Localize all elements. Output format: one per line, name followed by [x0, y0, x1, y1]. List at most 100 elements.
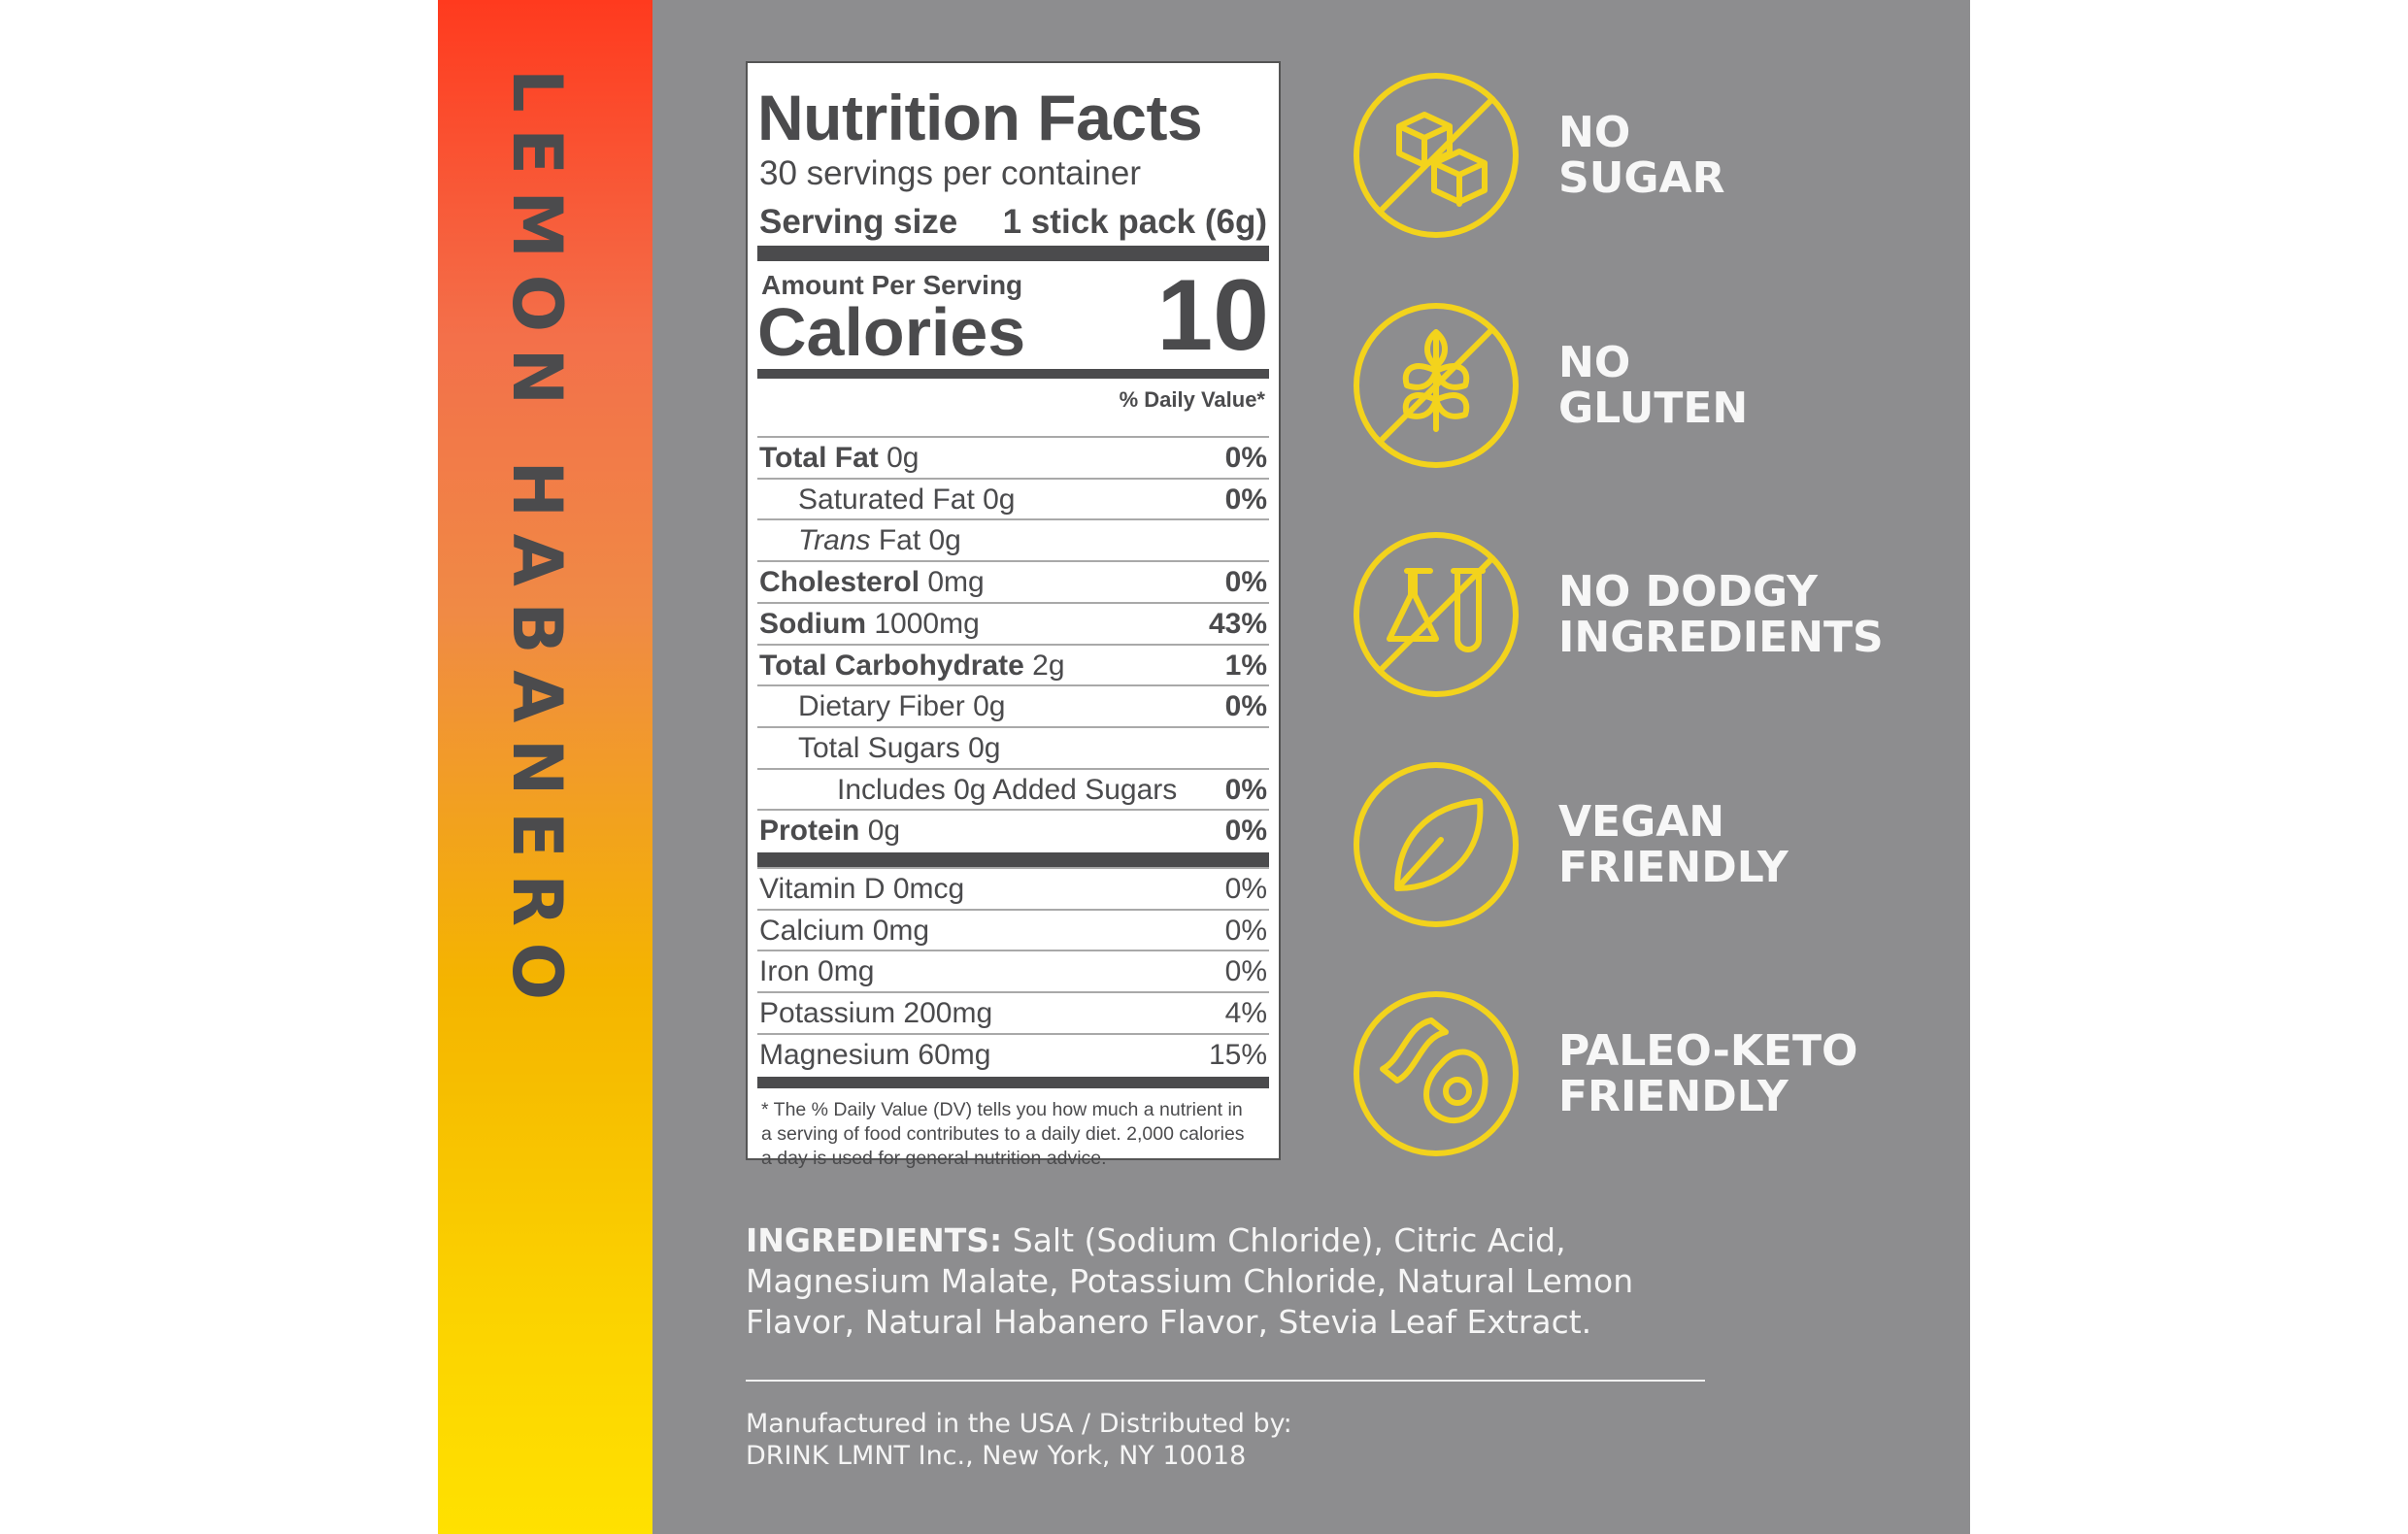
nutrient-row: Trans Fat 0g: [798, 526, 961, 555]
claim-text: SUGAR: [1558, 153, 1725, 203]
ingredients-label: INGREDIENTS:: [746, 1221, 1003, 1259]
daily-value: 0%: [1224, 955, 1267, 988]
daily-value-header: % Daily Value*: [1119, 387, 1265, 412]
nutrient-amount: 0g: [983, 483, 1016, 516]
row-divider: [757, 477, 1269, 480]
daily-value: 1%: [1224, 649, 1267, 682]
row-divider: [757, 867, 1269, 869]
nutrient-name: Sodium: [759, 607, 866, 640]
daily-value: 0%: [1224, 914, 1267, 947]
daily-value: 0%: [1224, 815, 1267, 848]
nutrient-row: Iron 0mg: [759, 957, 874, 986]
nutrient-name: Protein: [759, 815, 860, 848]
row-divider: [757, 950, 1269, 952]
nutrient-amount: 60mg: [918, 1038, 991, 1071]
footnote: * The % Daily Value (DV) tells you how m…: [761, 1098, 1245, 1169]
serving-size-value: 1 stick pack (6g): [1002, 203, 1267, 241]
nutrient-row: Magnesium 60mg: [759, 1038, 991, 1071]
calories-label: Calories: [757, 294, 1026, 370]
daily-value: 4%: [1224, 997, 1267, 1030]
amount-per-serving: Amount Per Serving: [761, 270, 1023, 300]
divider: [746, 1380, 1705, 1382]
nutrient-row: Calcium 0mg: [759, 914, 930, 947]
nutrient-row: Vitamin D 0mcg: [759, 875, 964, 904]
daily-value: 0%: [1224, 773, 1267, 806]
nutrient-row: Protein 0g: [759, 817, 900, 846]
row-divider: [757, 643, 1269, 646]
daily-value: 0%: [1224, 566, 1267, 599]
icon-no-dodgy: [1354, 532, 1519, 697]
manufacturer: DRINK LMNT Inc., New York, NY 10018: [746, 1441, 1247, 1471]
nutrient-name: Trans: [798, 524, 871, 557]
nutrient-row: Total Fat 0g: [759, 444, 920, 473]
row-divider: [757, 725, 1269, 728]
nutrient-amount: 0mg: [872, 914, 930, 947]
nutrient-name: Total Fat: [759, 442, 879, 474]
flavor-name: LEMON HABANERO: [497, 69, 577, 1017]
nutrient-amount: 1000mg: [874, 607, 980, 640]
claim-text: FRIENDLY: [1558, 843, 1789, 892]
claim-text: NO DODGY: [1558, 567, 1819, 617]
nutrient-name: Magnesium: [759, 1038, 911, 1071]
nutrient-row: Includes 0g Added Sugars: [837, 773, 1178, 806]
nutrient-row: Saturated Fat 0g: [798, 483, 1016, 516]
claim-text: NO: [1558, 338, 1631, 387]
daily-value: 0%: [1224, 690, 1267, 723]
daily-value: 43%: [1208, 607, 1267, 640]
row-divider: [757, 560, 1269, 563]
nutrient-name: Dietary Fiber: [798, 690, 965, 723]
daily-value: 0%: [1224, 483, 1267, 516]
nutrient-row: Potassium 200mg: [759, 999, 992, 1028]
icon-vegan: [1354, 762, 1519, 927]
nutrient-name: Saturated Fat: [798, 483, 975, 516]
thick-bar: [757, 246, 1269, 261]
nutrient-row: Total Carbohydrate 2g: [759, 649, 1065, 682]
claim-text: FRIENDLY: [1558, 1072, 1789, 1121]
nutrient-amount: 0g: [886, 442, 920, 474]
servings: 30 servings per container: [759, 154, 1141, 192]
row-divider: [757, 436, 1269, 438]
nutrient-row: Cholesterol 0mg: [759, 568, 985, 597]
nutrient-amount: 0mg: [818, 955, 875, 988]
claim-text: VEGAN: [1558, 797, 1725, 847]
calories-value: 10: [1156, 259, 1269, 372]
nutrient-name: Cholesterol: [759, 566, 920, 599]
claim-text: PALEO-KETO: [1558, 1026, 1858, 1076]
nutrient-name: Potassium: [759, 997, 896, 1030]
nutrient-row: Total Sugars 0g: [798, 731, 1001, 764]
row-divider: [757, 767, 1269, 770]
icon-no-sugar: [1354, 73, 1519, 238]
nutrition-label: Nutrition Facts 30 servings per container…: [746, 61, 1281, 1169]
flavor-strip: [438, 0, 652, 1534]
daily-value: 15%: [1208, 1038, 1267, 1071]
nutrient-row: Sodium 1000mg: [759, 607, 980, 640]
thick-bar: [757, 369, 1269, 379]
nutrient-amount: 2g: [1032, 649, 1065, 682]
serving-size-label: Serving size: [759, 203, 958, 241]
claim-icons: [1354, 73, 1519, 1156]
nutrient-amount: 0g: [973, 690, 1006, 723]
icon-paleo-keto: [1354, 991, 1519, 1156]
row-divider: [757, 991, 1269, 994]
thick-bar: [757, 852, 1269, 869]
ingredients: INGREDIENTS: Salt (Sodium Chloride), Cit…: [746, 1220, 1707, 1343]
nutrient-amount: Fat 0g: [878, 524, 961, 557]
nutrient-name: Total Sugars: [798, 731, 960, 764]
nutrient-name: Iron: [759, 955, 810, 988]
row-divider: [757, 601, 1269, 604]
icon-no-gluten: [1354, 303, 1519, 468]
claim-text: NO: [1558, 108, 1631, 157]
manufacturer: Manufactured in the USA / Distributed by…: [746, 1409, 1292, 1439]
daily-value: 0%: [1224, 442, 1267, 474]
row-divider: [757, 684, 1269, 687]
nutrient-name: Total Carbohydrate: [759, 649, 1024, 682]
nutrient-row: Dietary Fiber 0g: [798, 692, 1005, 721]
label-title: Nutrition Facts: [757, 82, 1203, 153]
nutrient-amount: 0g: [968, 731, 1001, 764]
nutrient-amount: 0g: [867, 815, 901, 848]
row-divider: [757, 1032, 1269, 1035]
nutrient-name: Includes 0g Added Sugars: [837, 773, 1178, 806]
row-divider: [757, 809, 1269, 812]
nutrient-amount: 200mg: [903, 997, 993, 1030]
